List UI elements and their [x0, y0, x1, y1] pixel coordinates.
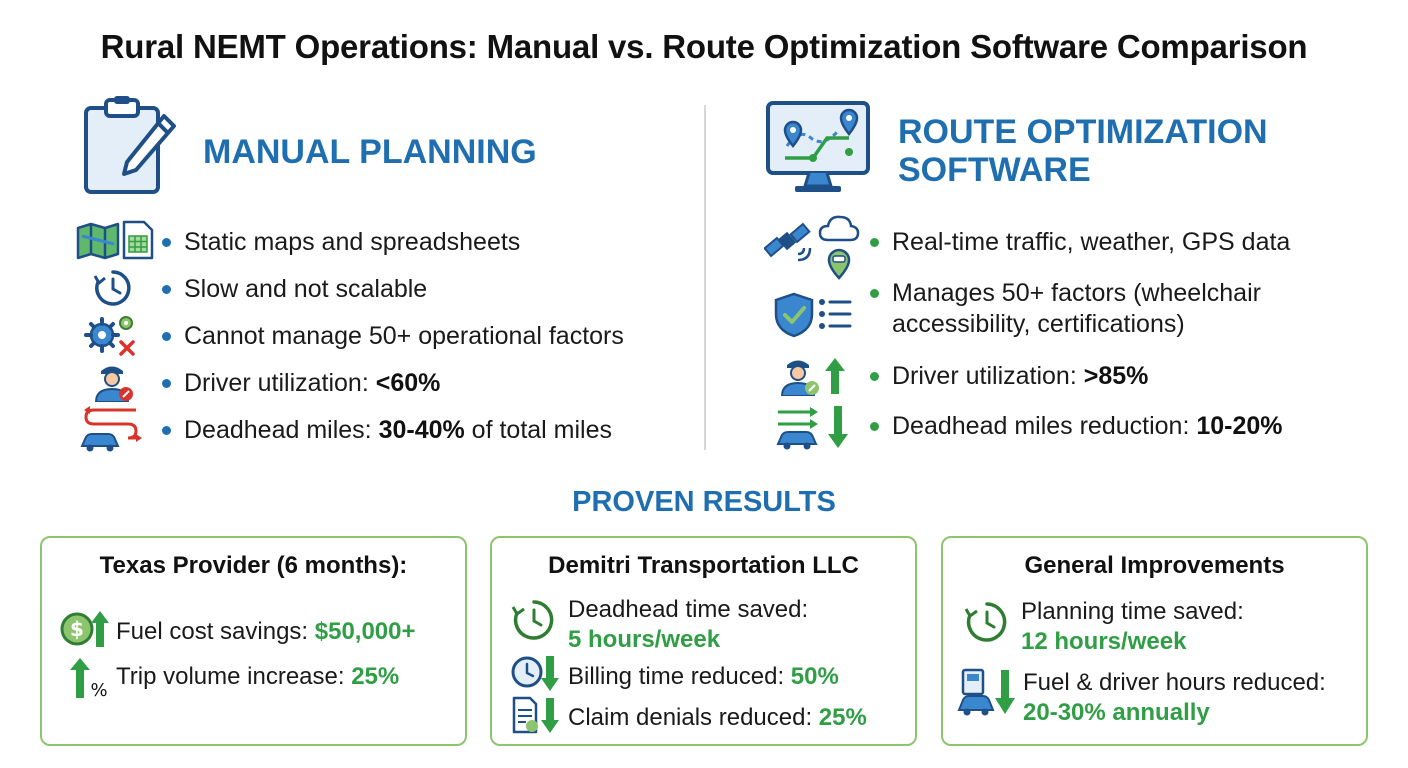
manual-heading: MANUAL PLANNING: [203, 133, 537, 171]
software-item-1: Real-time traffic, weather, GPS data: [870, 227, 1290, 258]
metric-fuel-driver-hours: Fuel & driver hours reduced: 20-30% annu…: [1023, 669, 1326, 726]
column-divider: [704, 105, 706, 450]
manual-item-2: Slow and not scalable: [162, 274, 427, 305]
manual-item-4: Driver utilization: <60%: [162, 368, 440, 399]
manual-item-3: Cannot manage 50+ operational factors: [162, 321, 624, 352]
clipboard-pencil-icon: [84, 96, 176, 194]
card-title: General Improvements: [1024, 552, 1285, 579]
results-card-texas: Texas Provider (6 months): $ Fuel cost s…: [40, 536, 467, 746]
metric-trip-volume: Trip volume increase: 25%: [116, 663, 400, 690]
svg-text:$: $: [70, 617, 84, 641]
page-title: Rural NEMT Operations: Manual vs. Route …: [100, 28, 1308, 65]
software-heading-line1: ROUTE OPTIMIZATION: [898, 113, 1268, 151]
car-route-icon: [80, 406, 142, 452]
gears-x-icon: [84, 316, 135, 356]
satellite-icon: [764, 222, 812, 262]
spreadsheet-icon: [122, 220, 154, 260]
software-heading-line2: SOFTWARE: [898, 151, 1091, 189]
proven-results-heading: PROVEN RESULTS: [572, 486, 836, 518]
metric-deadhead-time: Deadhead time saved: 5 hours/week: [568, 596, 809, 653]
software-heading: ROUTE OPTIMIZATION SOFTWARE: [898, 113, 1268, 189]
software-item-2: Manages 50+ factors (wheelchair accessibi…: [870, 278, 1261, 340]
cloud-pin-icon: [818, 215, 860, 280]
results-card-demitri: Demitri Transportation LLC Deadhead time…: [490, 536, 917, 746]
dollar-up-icon: $: [60, 611, 109, 647]
metric-billing-time: Billing time reduced: 50%: [568, 663, 839, 690]
software-item-4: Deadhead miles reduction: 10-20%: [870, 411, 1283, 442]
software-item-3: Driver utilization: >85%: [870, 361, 1148, 392]
results-card-general: General Improvements Planning time saved…: [941, 536, 1368, 746]
claim-down-icon: [512, 696, 559, 734]
card-title: Demitri Transportation LLC: [548, 552, 859, 579]
manual-item-1: Static maps and spreadsheets: [162, 227, 520, 258]
metric-planning-time: Planning time saved: 12 hours/week: [1021, 598, 1244, 655]
monitor-map-icon: [766, 101, 870, 192]
metric-fuel-savings: Fuel cost savings: $50,000+: [116, 618, 416, 645]
driver-icon: [94, 366, 133, 402]
svg-text:%: %: [90, 680, 107, 700]
percent-up-icon: %: [70, 658, 108, 700]
shield-list-icon: [774, 292, 852, 338]
manual-item-5: Deadhead miles: 30-40% of total miles: [162, 415, 612, 446]
slow-clock-icon: [93, 270, 131, 306]
driver-up-icon: [780, 358, 845, 396]
planning-clock-icon: [964, 602, 1007, 642]
deadhead-clock-icon: [511, 600, 554, 640]
card-title: Texas Provider (6 months):: [99, 552, 408, 579]
car-down-icon: [776, 406, 848, 450]
clock-down-icon: [511, 656, 559, 691]
fuel-car-down-icon: [957, 668, 1015, 716]
folded-map-icon: [76, 222, 120, 260]
metric-claim-denials: Claim denials reduced: 25%: [568, 704, 867, 731]
